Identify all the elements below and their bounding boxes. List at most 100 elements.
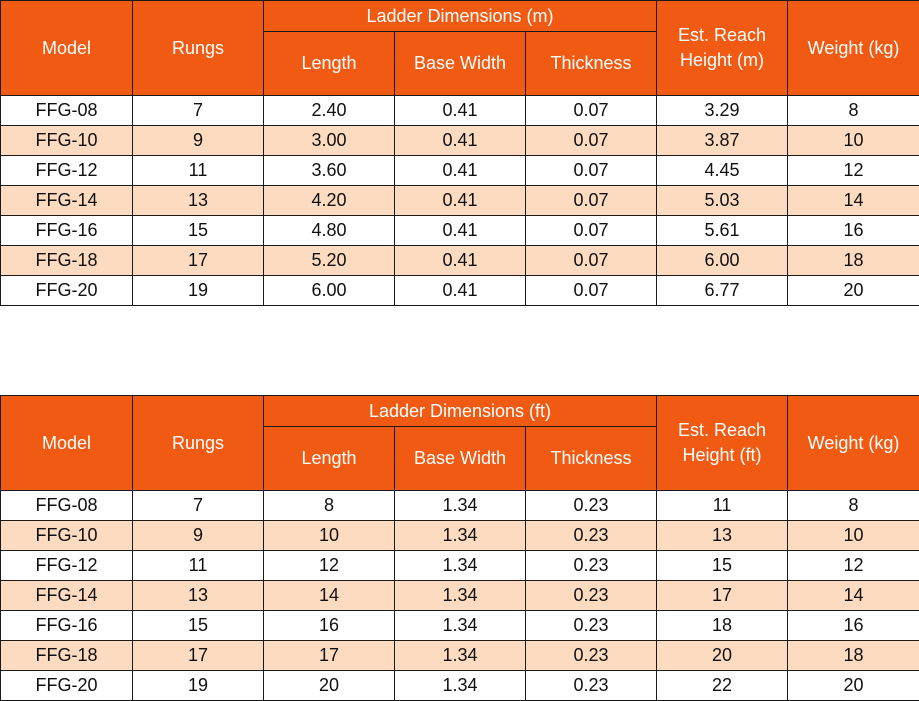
- header-model: Model: [1, 396, 133, 491]
- cell-reach-height: 20: [657, 641, 788, 671]
- cell-weight: 18: [788, 246, 919, 276]
- cell-weight: 14: [788, 581, 919, 611]
- cell-length: 5.20: [264, 246, 395, 276]
- cell-thickness: 0.23: [526, 671, 657, 701]
- cell-reach-height: 5.61: [657, 216, 788, 246]
- cell-length: 4.80: [264, 216, 395, 246]
- cell-rungs: 7: [133, 96, 264, 126]
- cell-model: FFG-18: [1, 246, 133, 276]
- cell-weight: 12: [788, 551, 919, 581]
- cell-thickness: 0.07: [526, 276, 657, 306]
- cell-thickness: 0.07: [526, 96, 657, 126]
- cell-rungs: 13: [133, 186, 264, 216]
- cell-thickness: 0.23: [526, 611, 657, 641]
- cell-length: 3.00: [264, 126, 395, 156]
- cell-weight: 8: [788, 491, 919, 521]
- cell-thickness: 0.23: [526, 581, 657, 611]
- cell-model: FFG-10: [1, 521, 133, 551]
- cell-weight: 10: [788, 521, 919, 551]
- cell-thickness: 0.07: [526, 126, 657, 156]
- cell-weight: 14: [788, 186, 919, 216]
- cell-model: FFG-16: [1, 611, 133, 641]
- cell-reach-height: 11: [657, 491, 788, 521]
- cell-rungs: 17: [133, 641, 264, 671]
- cell-weight: 20: [788, 671, 919, 701]
- cell-rungs: 17: [133, 246, 264, 276]
- cell-model: FFG-12: [1, 551, 133, 581]
- cell-base-width: 1.34: [395, 491, 526, 521]
- cell-thickness: 0.07: [526, 216, 657, 246]
- header-ladder-dimensions: Ladder Dimensions (m): [264, 1, 657, 32]
- cell-weight: 10: [788, 126, 919, 156]
- cell-model: FFG-12: [1, 156, 133, 186]
- cell-thickness: 0.07: [526, 186, 657, 216]
- header-weight: Weight (kg): [788, 1, 919, 96]
- header-base-width: Base Width: [395, 32, 526, 96]
- cell-weight: 18: [788, 641, 919, 671]
- cell-base-width: 1.34: [395, 581, 526, 611]
- cell-length: 17: [264, 641, 395, 671]
- cell-rungs: 15: [133, 216, 264, 246]
- cell-rungs: 9: [133, 126, 264, 156]
- cell-weight: 20: [788, 276, 919, 306]
- cell-model: FFG-18: [1, 641, 133, 671]
- header-length: Length: [264, 32, 395, 96]
- cell-weight: 16: [788, 611, 919, 641]
- cell-model: FFG-14: [1, 581, 133, 611]
- cell-reach-height: 6.77: [657, 276, 788, 306]
- cell-weight: 16: [788, 216, 919, 246]
- cell-reach-height: 18: [657, 611, 788, 641]
- cell-base-width: 0.41: [395, 96, 526, 126]
- cell-base-width: 0.41: [395, 246, 526, 276]
- cell-weight: 12: [788, 156, 919, 186]
- cell-base-width: 1.34: [395, 551, 526, 581]
- cell-base-width: 0.41: [395, 126, 526, 156]
- header-weight: Weight (kg): [788, 396, 919, 491]
- header-thickness: Thickness: [526, 32, 657, 96]
- cell-model: FFG-08: [1, 491, 133, 521]
- header-thickness: Thickness: [526, 427, 657, 491]
- cell-thickness: 0.23: [526, 521, 657, 551]
- cell-base-width: 0.41: [395, 216, 526, 246]
- header-reach-height: Est. Reach Height (ft): [657, 396, 788, 491]
- header-reach-height: Est. Reach Height (m): [657, 1, 788, 96]
- cell-reach-height: 6.00: [657, 246, 788, 276]
- cell-rungs: 13: [133, 581, 264, 611]
- cell-base-width: 1.34: [395, 671, 526, 701]
- cell-model: FFG-14: [1, 186, 133, 216]
- cell-length: 16: [264, 611, 395, 641]
- cell-rungs: 7: [133, 491, 264, 521]
- cell-reach-height: 17: [657, 581, 788, 611]
- cell-rungs: 19: [133, 671, 264, 701]
- cell-length: 3.60: [264, 156, 395, 186]
- metric-spec-table: Model Rungs Ladder Dimensions (m) Est. R…: [0, 0, 919, 306]
- cell-length: 8: [264, 491, 395, 521]
- header-rungs: Rungs: [133, 396, 264, 491]
- cell-base-width: 0.41: [395, 186, 526, 216]
- cell-rungs: 9: [133, 521, 264, 551]
- cell-thickness: 0.23: [526, 491, 657, 521]
- cell-thickness: 0.23: [526, 551, 657, 581]
- cell-base-width: 0.41: [395, 276, 526, 306]
- cell-weight: 8: [788, 96, 919, 126]
- cell-reach-height: 22: [657, 671, 788, 701]
- cell-model: FFG-16: [1, 216, 133, 246]
- imperial-spec-table: Model Rungs Ladder Dimensions (ft) Est. …: [0, 395, 919, 701]
- cell-rungs: 11: [133, 551, 264, 581]
- cell-base-width: 1.34: [395, 611, 526, 641]
- cell-reach-height: 13: [657, 521, 788, 551]
- cell-model: FFG-20: [1, 276, 133, 306]
- cell-reach-height: 3.87: [657, 126, 788, 156]
- cell-model: FFG-20: [1, 671, 133, 701]
